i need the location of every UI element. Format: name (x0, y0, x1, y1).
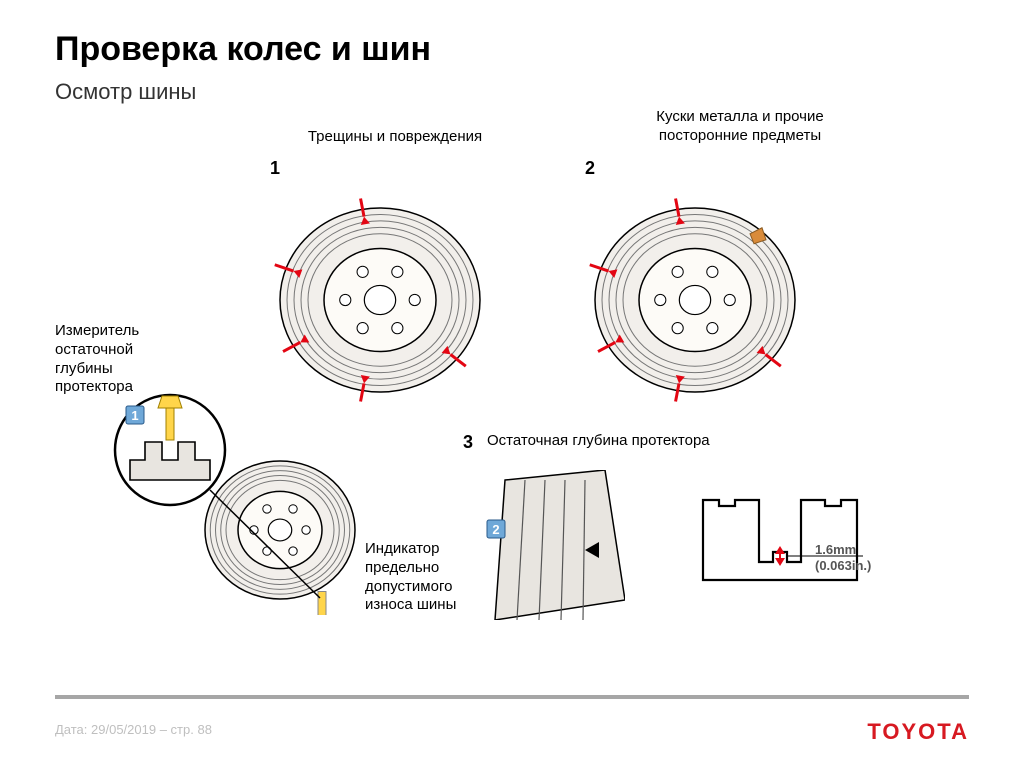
tire-2 (585, 190, 805, 410)
tire-1 (270, 190, 490, 410)
min-in: (0.063in.) (815, 558, 871, 573)
page-title: Проверка колес и шин (55, 30, 969, 69)
footer-divider (55, 695, 969, 699)
cross-section (695, 470, 865, 610)
min-tread-value: 1.6mm (0.063in.) (815, 542, 871, 573)
label-indicator: Индикатор предельно допустимого износа ш… (365, 540, 475, 615)
step-number-2: 2 (585, 158, 595, 179)
step-number-3: 3 (463, 432, 473, 453)
min-mm: 1.6mm (815, 542, 856, 557)
page-subtitle: Осмотр шины (55, 79, 969, 105)
svg-text:2: 2 (492, 522, 499, 537)
label-depth: Остаточная глубина протектора (487, 432, 747, 451)
brand-logo: TOYOTA (867, 719, 969, 745)
step-number-1: 1 (270, 158, 280, 179)
svg-text:1: 1 (131, 408, 138, 423)
magnifier: 1 (105, 385, 235, 515)
tread-panel: 2 (485, 470, 625, 620)
footer-text: Дата: 29/05/2019 – стр. 88 (55, 722, 212, 737)
label-metal: Куски металла и прочие посторонние предм… (610, 108, 870, 146)
label-cracks: Трещины и повреждения (285, 128, 505, 147)
diagram-area: 1 2 3 Трещины и повреждения Куски металл… (55, 110, 965, 650)
